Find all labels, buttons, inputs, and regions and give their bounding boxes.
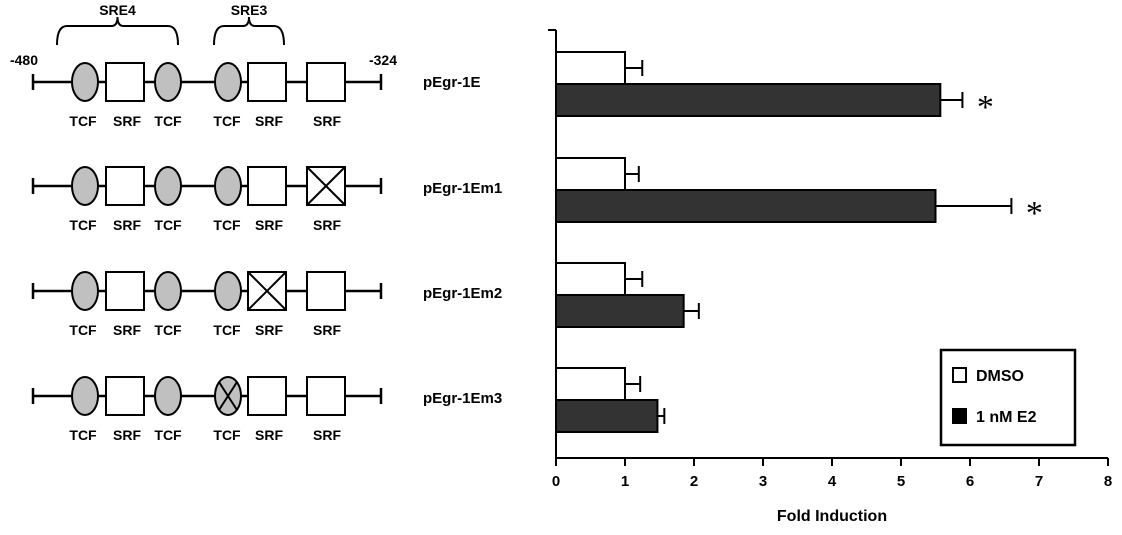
srf-site <box>306 376 346 416</box>
site-label-srf: SRF <box>255 113 283 129</box>
tcf-site <box>154 166 182 206</box>
significance-marker: * <box>977 89 994 126</box>
srf-site <box>105 376 145 416</box>
x-tick-label: 8 <box>1104 473 1112 490</box>
site-label-tcf: TCF <box>213 217 241 233</box>
tcf-site <box>214 271 242 311</box>
bracket-sre4 <box>56 16 179 46</box>
bar-e2 <box>555 399 659 433</box>
category-label: pEgr-1E <box>423 74 481 91</box>
promoter-diagram: SRE4 SRE3 -480 -324 TCF SRF TCF TCF SRF SRF TCF SRF… <box>10 2 397 443</box>
category-label: pEgr-1Em1 <box>423 180 502 197</box>
site-label-srf: SRF <box>255 322 283 338</box>
legend-label-dmso: DMSO <box>976 368 1024 385</box>
tcf-site <box>71 376 99 416</box>
bar-dmso <box>555 157 626 191</box>
srf-mutation-cross <box>306 166 346 206</box>
x-tick-label: 6 <box>966 473 974 490</box>
tcf-site <box>154 376 182 416</box>
legend: DMSO 1 nM E2 <box>939 348 1077 447</box>
srf-site <box>105 271 145 311</box>
construct-row: TCF SRF TCF TCF SRF SRF <box>31 62 383 129</box>
tcf-site <box>154 271 182 311</box>
legend-swatch-dmso <box>952 367 967 383</box>
bracket-sre3 <box>213 16 285 46</box>
start-position-label: -480 <box>10 52 38 68</box>
site-label-srf: SRF <box>255 427 283 443</box>
site-label-tcf: TCF <box>69 427 97 443</box>
bracket-label-sre4: SRE4 <box>99 2 136 18</box>
site-label-srf: SRF <box>313 427 341 443</box>
bar-group: pEgr-1Em2 <box>423 262 700 328</box>
bar-e2 <box>555 83 942 117</box>
site-label-srf: SRF <box>113 217 141 233</box>
construct-row: TCF SRF TCF TCF SRF SRF <box>31 166 383 233</box>
srf-site <box>247 62 287 102</box>
category-label: pEgr-1Em3 <box>423 390 502 407</box>
site-label-tcf: TCF <box>154 113 182 129</box>
srf-site <box>306 62 346 102</box>
site-label-tcf: TCF <box>69 113 97 129</box>
tcf-mutation-cross <box>218 381 238 411</box>
site-label-tcf: TCF <box>213 113 241 129</box>
site-label-tcf: TCF <box>154 217 182 233</box>
srf-site <box>306 271 346 311</box>
site-label-tcf: TCF <box>69 322 97 338</box>
bar-e2 <box>555 294 685 328</box>
x-tick-label: 5 <box>897 473 905 490</box>
site-label-tcf: TCF <box>213 427 241 443</box>
x-tick-label: 4 <box>828 473 837 490</box>
srf-site <box>105 166 145 206</box>
tcf-site <box>71 166 99 206</box>
site-label-srf: SRF <box>313 322 341 338</box>
tcf-site <box>71 62 99 102</box>
site-label-srf: SRF <box>113 113 141 129</box>
bar-dmso <box>555 367 626 401</box>
site-label-srf: SRF <box>255 217 283 233</box>
x-tick-label: 0 <box>552 473 560 490</box>
bracket-label-sre3: SRE3 <box>231 2 268 18</box>
site-label-tcf: TCF <box>69 217 97 233</box>
bar-group: pEgr-1Em3 <box>423 367 666 433</box>
significance-marker: * <box>1026 195 1043 232</box>
bar-dmso <box>555 51 626 85</box>
srf-site <box>247 166 287 206</box>
srf-site <box>247 376 287 416</box>
srf-mutation-cross <box>247 271 287 311</box>
legend-label-e2: 1 nM E2 <box>976 409 1037 426</box>
tcf-site <box>154 62 182 102</box>
bar-e2 <box>555 189 937 223</box>
bar-group: pEgr-1Em1 * <box>423 157 1043 232</box>
site-label-srf: SRF <box>313 217 341 233</box>
x-axis-title: Fold Induction <box>777 508 887 525</box>
bar-group: pEgr-1E * <box>423 51 994 126</box>
construct-row: TCF SRF TCF TCF SRF SRF <box>31 271 383 338</box>
legend-swatch-e2 <box>952 408 967 424</box>
site-label-srf: SRF <box>113 322 141 338</box>
x-tick-label: 2 <box>690 473 698 490</box>
bar-dmso <box>555 262 626 296</box>
tcf-site <box>214 62 242 102</box>
site-label-tcf: TCF <box>213 322 241 338</box>
site-label-tcf: TCF <box>154 427 182 443</box>
bar-chart: pEgr-1E * pEgr-1Em1 * pEgr-1Em2 pEgr-1Em3 0 1 2 3… <box>423 29 1112 525</box>
site-label-tcf: TCF <box>154 322 182 338</box>
site-label-srf: SRF <box>313 113 341 129</box>
category-label: pEgr-1Em2 <box>423 285 502 302</box>
tcf-site <box>71 271 99 311</box>
srf-site <box>105 62 145 102</box>
tcf-site <box>214 166 242 206</box>
legend-box <box>939 348 1077 447</box>
x-tick-label: 7 <box>1035 473 1043 490</box>
x-tick-label: 1 <box>621 473 629 490</box>
x-tick-label: 3 <box>759 473 767 490</box>
construct-row: TCF SRF TCF TCF SRF SRF <box>31 376 383 443</box>
end-position-label: -324 <box>369 52 397 68</box>
site-label-srf: SRF <box>113 427 141 443</box>
